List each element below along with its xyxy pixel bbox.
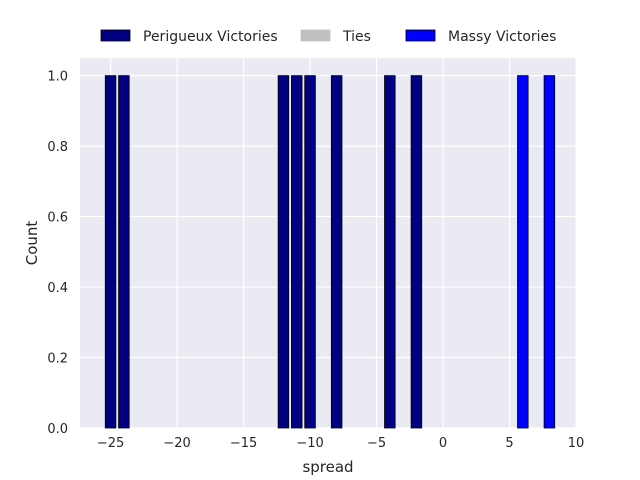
y-tick-label: 0.6 <box>47 211 68 226</box>
y-tick-label: 0.0 <box>47 422 68 437</box>
legend-swatch <box>100 29 131 42</box>
bar-perigueux-victories <box>330 75 343 429</box>
legend-swatch <box>300 29 331 42</box>
bar-perigueux-victories <box>118 75 130 429</box>
bar-perigueux-victories <box>384 75 396 429</box>
x-tick-labels: −25 −20 −15 −10 −5 0 5 10 <box>97 436 584 451</box>
bar-perigueux-victories <box>304 75 316 429</box>
bar-massy-victories <box>517 75 529 429</box>
bars <box>104 75 556 429</box>
x-tick-label: 10 <box>568 436 585 451</box>
x-tick-label: −10 <box>296 436 323 451</box>
grid-lines <box>80 58 577 429</box>
legend-label: Perigueux Victories <box>143 29 278 45</box>
plot-background <box>80 58 576 428</box>
bar-massy-victories <box>543 75 556 429</box>
y-axis-label: Count <box>23 221 41 266</box>
legend-label: Ties <box>342 29 371 45</box>
legend-swatch <box>405 29 436 42</box>
bar-perigueux-victories <box>410 75 423 429</box>
bar-perigueux-victories <box>277 75 290 429</box>
bar-perigueux-victories <box>104 75 117 429</box>
x-tick-label: 5 <box>505 436 513 451</box>
x-tick-label: 0 <box>439 436 447 451</box>
y-tick-label: 0.8 <box>47 140 68 155</box>
y-tick-label: 0.4 <box>47 281 68 296</box>
y-tick-label: 1.0 <box>47 70 68 85</box>
legend-label: Massy Victories <box>448 29 556 45</box>
legend: Perigueux Victories Ties Massy Victories <box>100 29 556 45</box>
x-tick-label: −20 <box>163 436 190 451</box>
bar-perigueux-victories <box>291 75 303 429</box>
x-tick-label: −25 <box>97 436 124 451</box>
y-tick-labels: 0.0 0.2 0.4 0.6 0.8 1.0 <box>47 70 68 437</box>
x-axis-label: spread <box>302 458 353 476</box>
x-tick-label: −15 <box>230 436 257 451</box>
y-tick-label: 0.2 <box>47 352 68 367</box>
x-tick-label: −5 <box>367 436 386 451</box>
